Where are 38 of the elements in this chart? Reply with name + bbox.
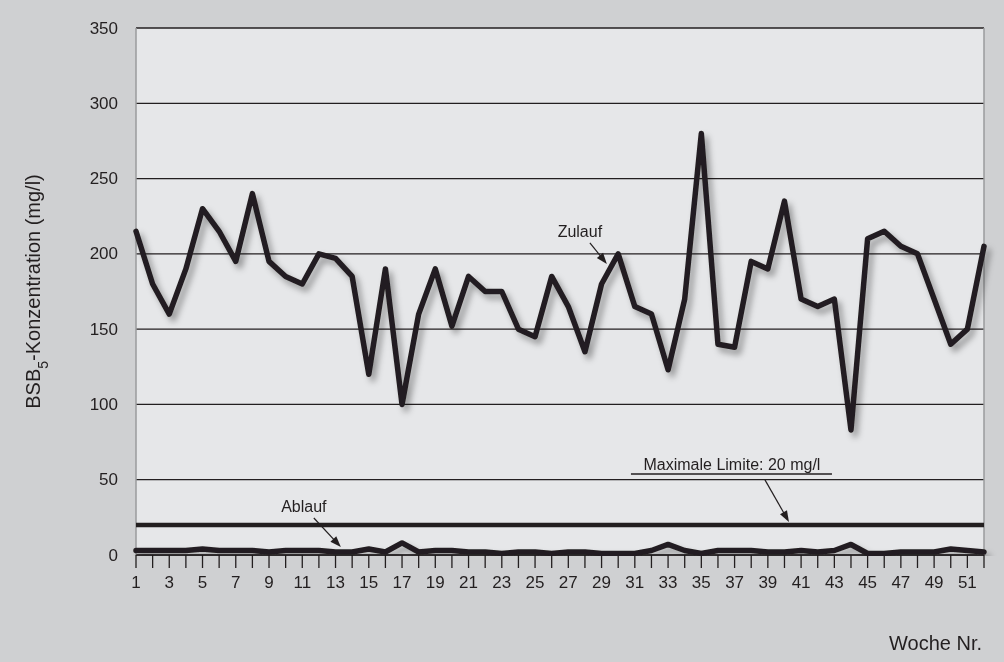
x-tick-label: 5: [197, 573, 208, 592]
y-tick-label: 250: [89, 169, 118, 189]
x-tick-label: 51: [957, 573, 977, 592]
x-tick-label: 17: [392, 573, 412, 592]
x-tick-label: 33: [658, 573, 678, 592]
x-tick-label: 45: [858, 573, 878, 592]
x-tick-label: 27: [558, 573, 578, 592]
text: Ablauf: [281, 497, 328, 515]
y-tick-label: 0: [108, 545, 118, 565]
x-tick-label: 49: [924, 573, 944, 592]
y-tick-label: 300: [89, 93, 118, 113]
x-axis-title: Woche Nr.: [889, 632, 982, 654]
x-tick-label: 21: [459, 573, 479, 592]
x-tick-label: 39: [758, 573, 778, 592]
x-tick-label: 31: [625, 573, 645, 592]
x-tick-label: 37: [725, 573, 745, 592]
x-tick-label: 41: [791, 573, 811, 592]
x-tick-label: 23: [492, 573, 512, 592]
x-tick-label: 11: [293, 573, 312, 592]
x-tick-label: 35: [691, 573, 711, 592]
x-tick-label: 47: [891, 573, 911, 592]
y-tick-label: 200: [89, 244, 118, 264]
ref-line-label: Maximale Limite: 20 mg/l: [643, 455, 821, 473]
x-tick-label: 29: [592, 573, 612, 592]
x-tick-label: 25: [525, 573, 545, 592]
x-tick-label: 15: [359, 573, 379, 592]
x-tick-label: 1: [131, 573, 141, 592]
y-tick-label: 50: [99, 470, 118, 490]
x-tick-label: 13: [326, 573, 345, 592]
x-tick-label: 3: [164, 573, 174, 592]
x-tick-label: 19: [425, 573, 445, 592]
x-tick-label: 43: [824, 573, 844, 592]
y-tick-label: 150: [89, 319, 118, 339]
y-tick-label: 100: [89, 394, 118, 414]
series-label: Zulauf: [557, 222, 603, 240]
x-tick-label: 7: [231, 573, 241, 592]
y-tick-label: 350: [89, 18, 118, 38]
x-tick-label: 9: [264, 573, 274, 592]
